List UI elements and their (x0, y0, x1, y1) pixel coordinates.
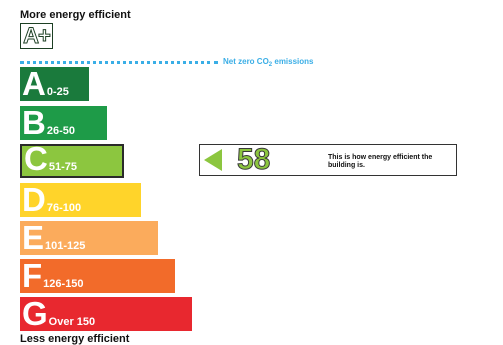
band-e: E 101-125 (20, 221, 158, 255)
net-zero-dotted-line (20, 61, 218, 64)
band-letter: F (22, 257, 43, 294)
band-letter: E (22, 219, 45, 256)
rating-value: 58 (236, 143, 271, 176)
band-range: 51-75 (48, 161, 77, 173)
band-range: 76-100 (46, 202, 82, 214)
less-efficient-heading: Less energy efficient (20, 333, 130, 345)
band-letter: C (24, 140, 48, 177)
band-letter: A (22, 65, 46, 102)
band-range: 0-25 (46, 86, 69, 98)
band-range: 26-50 (46, 125, 75, 137)
rating-note: This is how energy efficient the buildin… (328, 154, 433, 169)
current-rating-indicator: 58 This is how energy efficient the buil… (199, 143, 457, 176)
band-b: B 26-50 (20, 106, 107, 140)
a-plus-label: A+ (23, 23, 52, 48)
band-letter: B (22, 104, 46, 141)
band-letter: D (22, 181, 46, 218)
band-d: D 76-100 (20, 183, 141, 217)
a-plus-rating-box: A+ (20, 23, 53, 49)
band-range: 126-150 (43, 278, 84, 290)
band-range: 101-125 (45, 240, 86, 252)
rating-arrow-icon (204, 149, 222, 171)
net-zero-label: Net zero CO2 emissions (223, 57, 314, 68)
band-a: A 0-25 (20, 67, 89, 101)
more-efficient-heading: More energy efficient (20, 9, 131, 21)
band-letter: G (22, 295, 48, 332)
band-range: Over 150 (48, 316, 96, 328)
band-c: C 51-75 (20, 140, 124, 178)
band-f: F 126-150 (20, 259, 175, 293)
band-g: G Over 150 (20, 297, 192, 331)
